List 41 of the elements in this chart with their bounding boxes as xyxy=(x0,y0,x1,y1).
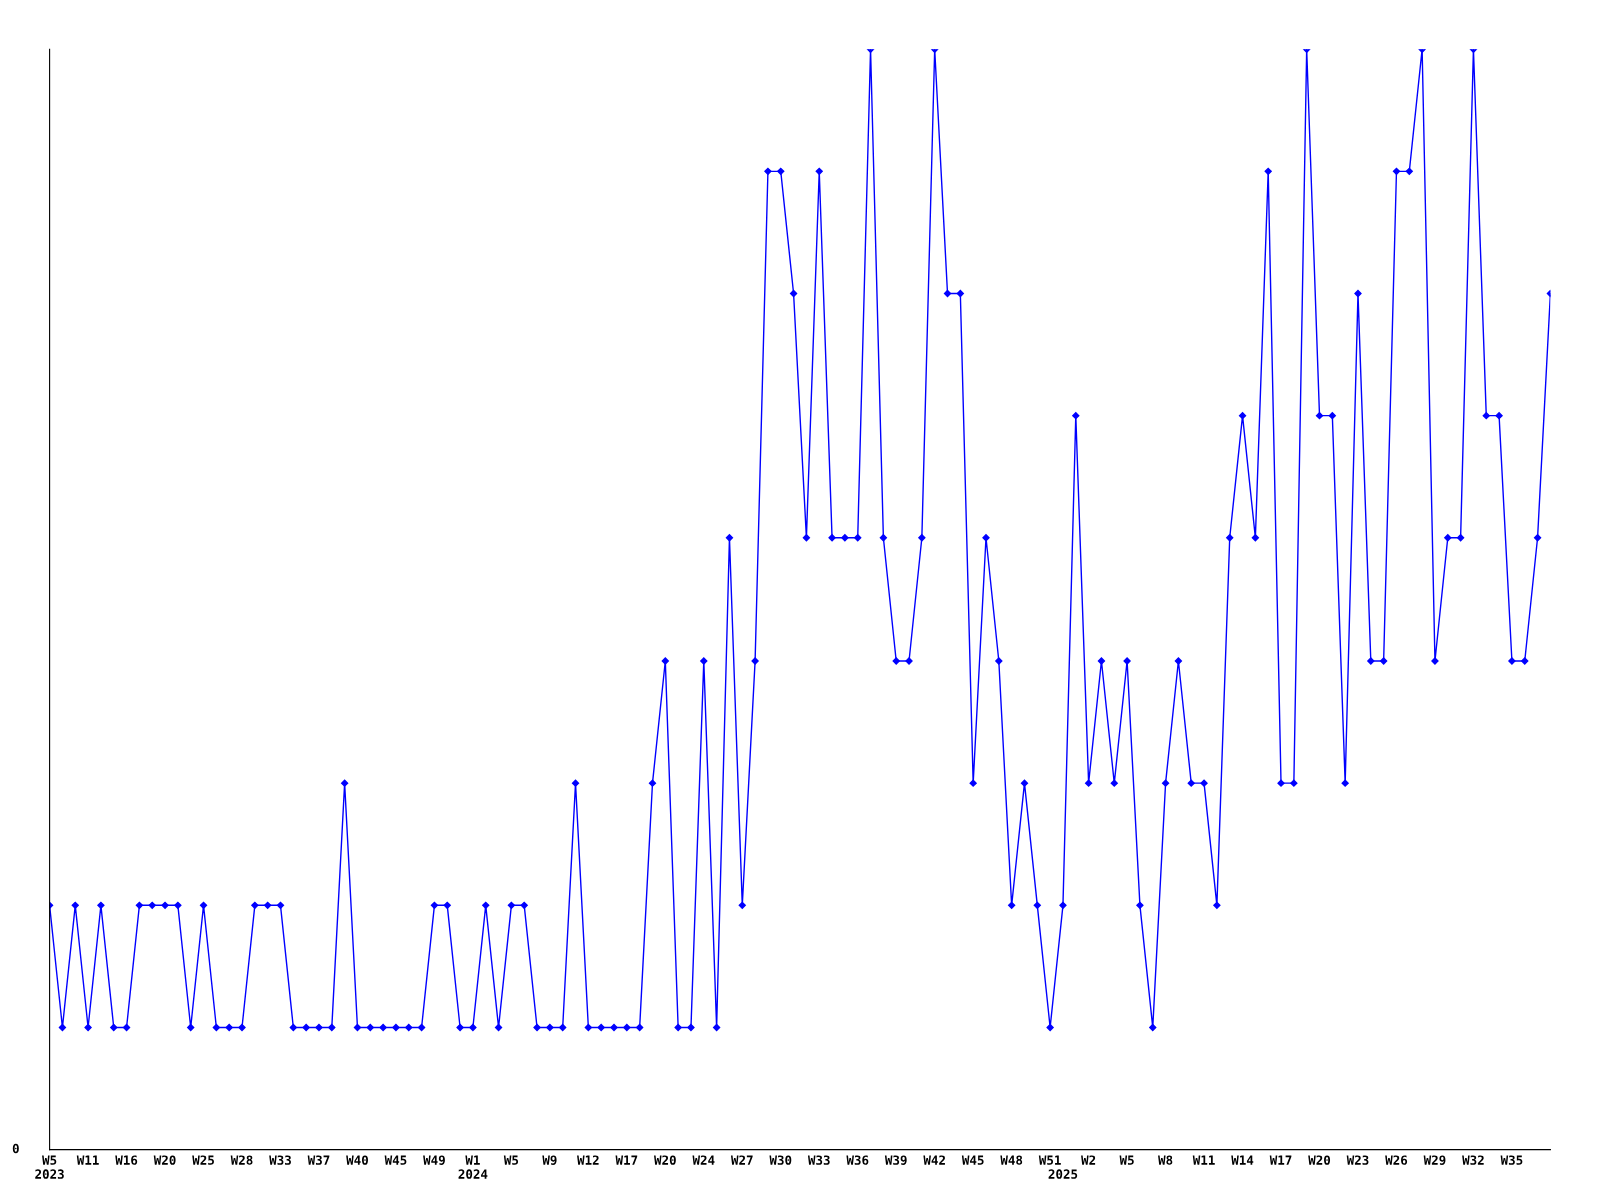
x-tick-label: W16 xyxy=(115,1155,138,1165)
x-tick-label: W32 xyxy=(1462,1155,1484,1165)
x-tick-label: W35 xyxy=(1500,1155,1523,1165)
x-tick-label: W33 xyxy=(807,1155,830,1165)
x-tick-label: W11 xyxy=(76,1155,99,1165)
x-tick-label: W48 xyxy=(1000,1155,1023,1165)
x-tick-label: W51 xyxy=(1038,1155,1061,1165)
x-tick-label: W37 xyxy=(307,1155,330,1165)
x-tick-label: W28 xyxy=(230,1155,253,1165)
x-tick-label: W26 xyxy=(1385,1155,1408,1165)
x-tick-label: W1 2024 xyxy=(458,1155,488,1179)
x-tick-label: W5 xyxy=(503,1155,519,1165)
x-tick-label: W17 xyxy=(1269,1155,1292,1165)
x-tick-label: W29 xyxy=(1423,1155,1446,1165)
x-tick-label: W20 xyxy=(1308,1155,1331,1165)
x-tick-label: W25 xyxy=(192,1155,214,1165)
x-tick-label: W20 xyxy=(153,1155,176,1165)
x-tick-label: W23 xyxy=(1346,1155,1369,1165)
x-tick-label: W40 xyxy=(346,1155,368,1165)
x-tick-label: W5 xyxy=(1119,1155,1134,1165)
x-tick-label: W11 xyxy=(1192,1155,1215,1165)
x-tick-label: W12 xyxy=(577,1155,599,1165)
text: 0 xyxy=(12,1143,19,1154)
x-tick-label: W2 xyxy=(1081,1155,1096,1165)
x-tick-label: 2025 xyxy=(1048,1169,1078,1179)
x-tick-label: W20 xyxy=(654,1155,676,1165)
x-tick-label: W33 xyxy=(269,1155,291,1165)
x-tick-label: W14 xyxy=(1231,1155,1254,1165)
x-tick-label: W30 xyxy=(769,1155,792,1165)
x-tick-label: W9 xyxy=(542,1155,557,1165)
x-tick-label: W27 xyxy=(730,1155,753,1165)
x-tick-label: W49 xyxy=(423,1155,445,1165)
x-tick-label: W42 xyxy=(923,1155,945,1165)
x-tick-label: W39 xyxy=(884,1155,907,1165)
x-tick-label: W45 xyxy=(384,1155,407,1165)
x-tick-label: W17 xyxy=(615,1155,638,1165)
x-tick-label: W24 xyxy=(692,1155,715,1165)
x-tick-label: W45 xyxy=(961,1155,984,1165)
x-tick-label: W8 xyxy=(1158,1155,1173,1165)
x-tick-label: W36 xyxy=(846,1155,869,1165)
x-tick-label: W5 2023 xyxy=(35,1155,64,1179)
